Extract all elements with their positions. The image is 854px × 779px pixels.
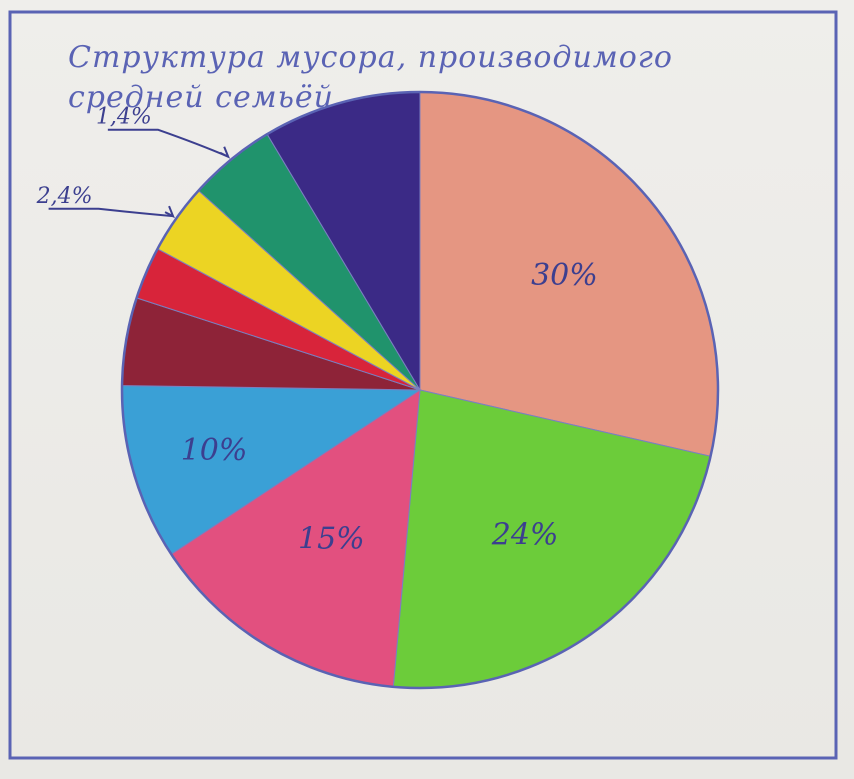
chart-frame: Структура мусора, производимого средней …	[8, 10, 840, 764]
label-pointer-8	[107, 128, 229, 158]
label-arrowhead-7	[164, 205, 175, 219]
pie-labels: 30% 24% 15% 10% 2,4% 1,4%	[36, 105, 598, 557]
pie-slices	[121, 91, 719, 689]
slice-label-4: 10%	[181, 433, 248, 468]
frame-border	[8, 10, 838, 760]
chart-title-line-1: Структура мусора, производимого	[68, 40, 673, 75]
pie-label-pointers	[48, 128, 231, 219]
label-arrowhead-8	[219, 146, 231, 159]
slice-label-2: 24%	[491, 518, 559, 553]
slice-label-1: 30%	[531, 258, 598, 293]
pie-chart: 30% 24% 15% 10% 2,4% 1,4%	[8, 10, 838, 760]
label-pointer-7	[48, 207, 174, 218]
pie-outline	[120, 90, 720, 690]
chart-title-line-2: средней семьёй	[68, 80, 334, 115]
slice-label-8: 1,4%	[96, 105, 152, 130]
slice-label-7: 2,4%	[36, 184, 93, 209]
slice-label-3: 15%	[298, 521, 365, 556]
